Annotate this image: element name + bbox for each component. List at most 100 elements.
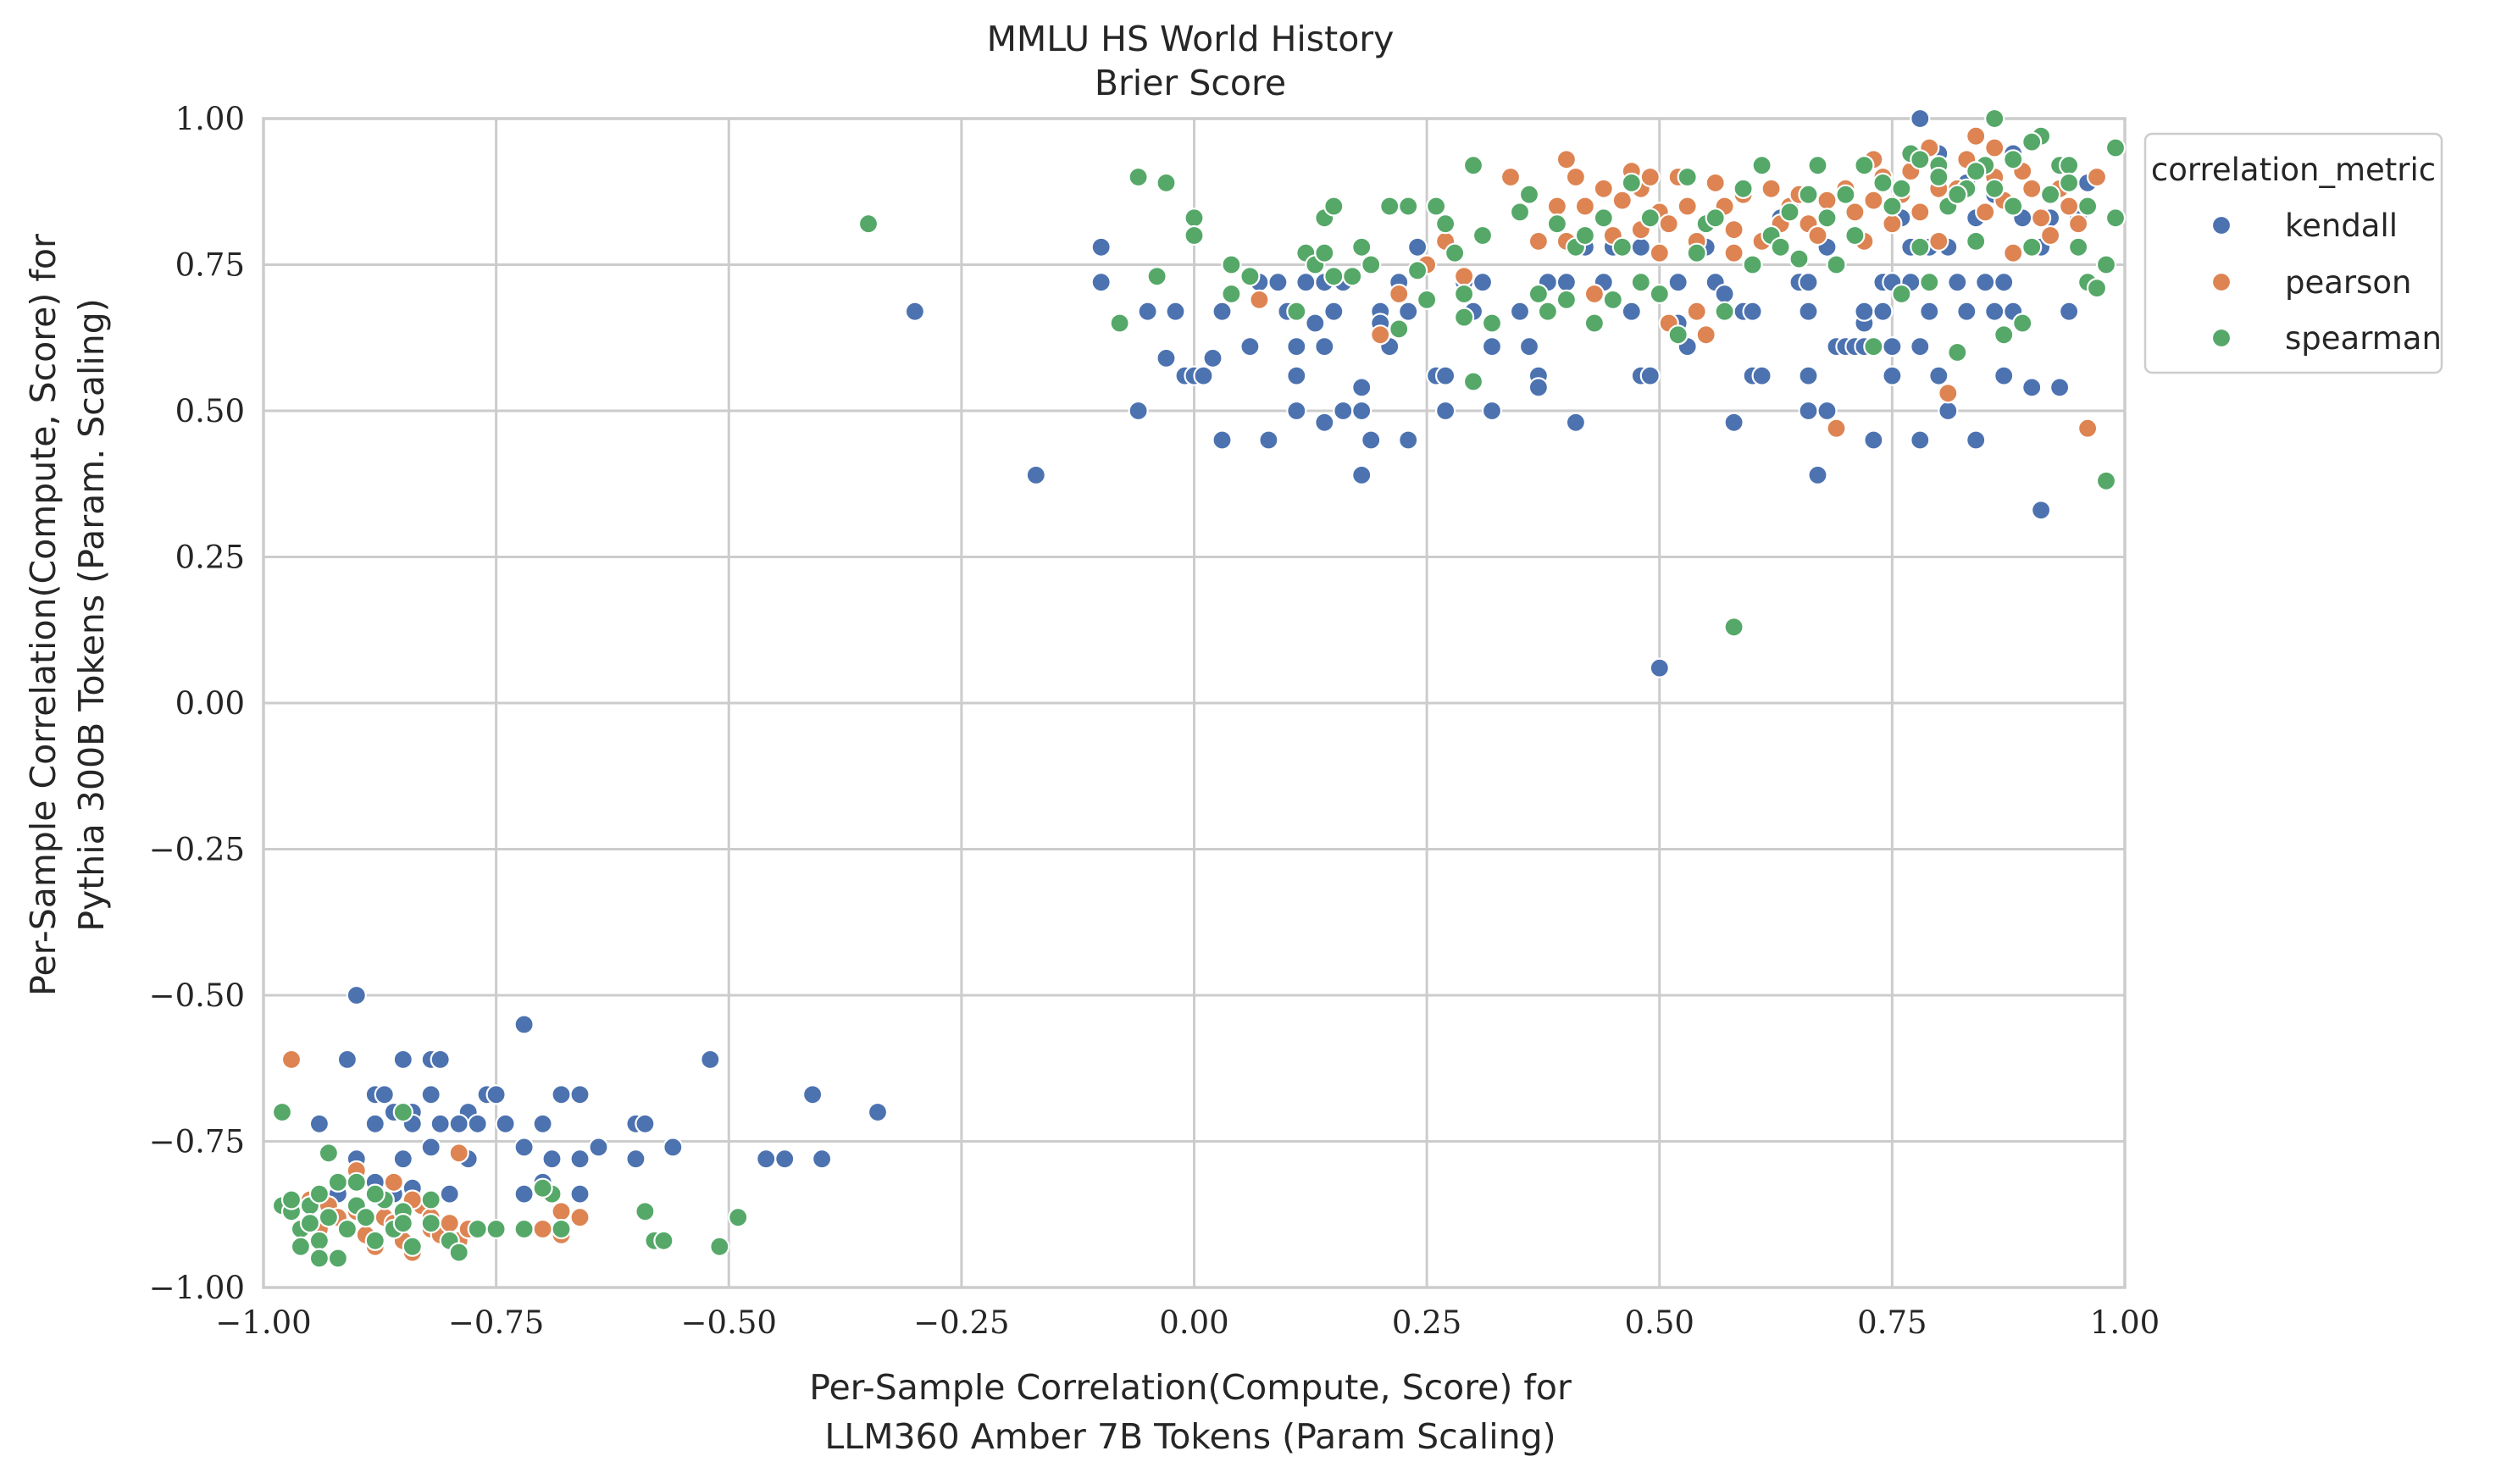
point-kendall <box>904 301 926 322</box>
point-spearman <box>1844 224 1866 246</box>
point-pearson <box>1761 178 1782 199</box>
y-axis-label-line2: Pythia 300B Tokens (Param. Scaling) <box>71 298 112 932</box>
point-kendall <box>1966 429 1987 451</box>
point-kendall <box>2031 500 2052 521</box>
point-spearman <box>1816 208 1838 229</box>
point-kendall <box>513 1183 535 1204</box>
point-spearman <box>1128 166 1149 188</box>
point-pearson <box>1975 202 1996 223</box>
point-kendall <box>1090 236 1112 257</box>
point-spearman <box>1854 155 1875 176</box>
point-spearman <box>1323 266 1345 287</box>
point-kendall <box>1863 429 1884 451</box>
point-kendall <box>1723 412 1744 433</box>
point-kendall <box>569 1149 591 1170</box>
point-pearson <box>1593 178 1614 199</box>
point-spearman <box>1882 196 1903 217</box>
point-kendall <box>867 1101 889 1123</box>
point-kendall <box>569 1183 591 1204</box>
point-pearson <box>569 1207 591 1228</box>
point-spearman <box>1621 172 1642 193</box>
point-spearman <box>1574 224 1596 246</box>
point-kendall <box>1165 301 1186 322</box>
x-tick-label: −0.50 <box>681 1304 777 1341</box>
point-spearman <box>346 1171 367 1193</box>
point-spearman <box>1798 184 1819 205</box>
point-kendall <box>1481 400 1503 422</box>
point-spearman <box>485 1218 507 1240</box>
point-kendall <box>1025 464 1046 486</box>
legend-marker-spearman <box>2210 327 2232 349</box>
point-spearman <box>2040 184 2061 205</box>
point-spearman <box>1528 283 1550 305</box>
point-kendall <box>1816 400 1838 422</box>
point-kendall <box>1630 236 1651 257</box>
point-kendall <box>756 1149 777 1170</box>
point-kendall <box>1314 412 1335 433</box>
point-spearman <box>1891 283 1912 305</box>
point-pearson <box>383 1171 404 1193</box>
point-pearson <box>1966 125 1987 147</box>
point-pearson <box>1807 224 1828 246</box>
point-kendall <box>1639 365 1661 386</box>
point-pearson <box>1686 301 1707 322</box>
point-kendall <box>430 1113 451 1134</box>
point-pearson <box>1984 137 2005 158</box>
point-spearman <box>1966 230 1987 252</box>
point-kendall <box>1621 301 1642 322</box>
point-spearman <box>1630 272 1651 293</box>
point-pearson <box>1928 230 1949 252</box>
point-pearson <box>1639 166 1661 188</box>
x-tick-label: 0.25 <box>1392 1304 1461 1341</box>
y-tick-label: 0.75 <box>175 247 245 284</box>
point-spearman <box>1593 208 1614 229</box>
point-spearman <box>1947 341 1968 363</box>
point-spearman <box>1184 208 1205 229</box>
x-axis-label-line1: Per-Sample Correlation(Compute, Score) f… <box>809 1367 1572 1408</box>
legend: correlation_metric kendall pearson spear… <box>2143 132 2443 374</box>
point-kendall <box>1202 347 1223 368</box>
point-spearman <box>1677 166 1698 188</box>
x-tick-label: −0.75 <box>448 1304 544 1341</box>
point-spearman <box>2077 196 2099 217</box>
point-kendall <box>1481 336 1503 357</box>
point-spearman <box>1714 301 1735 322</box>
plot-frame <box>262 117 2127 1289</box>
point-kendall <box>1361 429 1382 451</box>
point-spearman <box>1146 266 1167 287</box>
point-kendall <box>1314 336 1335 357</box>
point-kendall <box>811 1149 833 1170</box>
point-kendall <box>1267 272 1289 293</box>
y-tick-label: 0.25 <box>175 540 245 576</box>
point-spearman <box>1546 213 1568 235</box>
point-spearman <box>392 1212 413 1234</box>
point-spearman <box>1919 272 1940 293</box>
point-pearson <box>2086 166 2108 188</box>
point-spearman <box>420 1212 441 1234</box>
point-pearson <box>2003 242 2024 263</box>
point-spearman <box>1509 202 1531 223</box>
point-pearson <box>448 1143 469 1164</box>
x-tick-label: 0.00 <box>1159 1304 1228 1341</box>
point-spearman <box>1342 266 1363 287</box>
point-spearman <box>1416 289 1438 310</box>
point-kendall <box>1798 400 1819 422</box>
data-points <box>271 108 2127 1269</box>
point-spearman <box>513 1218 535 1240</box>
point-spearman <box>1835 184 1856 205</box>
point-spearman <box>1928 166 1949 188</box>
point-spearman <box>2095 470 2117 491</box>
point-kendall <box>1351 464 1372 486</box>
point-pearson <box>2077 418 2099 439</box>
x-tick-labels: −1.00 −0.75 −0.50 −0.25 0.00 0.25 0.50 0.75 1.00 <box>215 1304 2160 1341</box>
point-kendall <box>308 1113 330 1134</box>
point-kendall <box>1975 272 1996 293</box>
point-kendall <box>1351 377 1372 398</box>
point-kendall <box>1398 301 1419 322</box>
point-spearman <box>1751 155 1772 176</box>
point-kendall <box>1667 272 1689 293</box>
point-pearson <box>551 1201 572 1222</box>
point-pearson <box>1705 172 1726 193</box>
point-kendall <box>1351 400 1372 422</box>
x-axis-label-line2: LLM360 Amber 7B Tokens (Param Scaling) <box>824 1416 1556 1457</box>
